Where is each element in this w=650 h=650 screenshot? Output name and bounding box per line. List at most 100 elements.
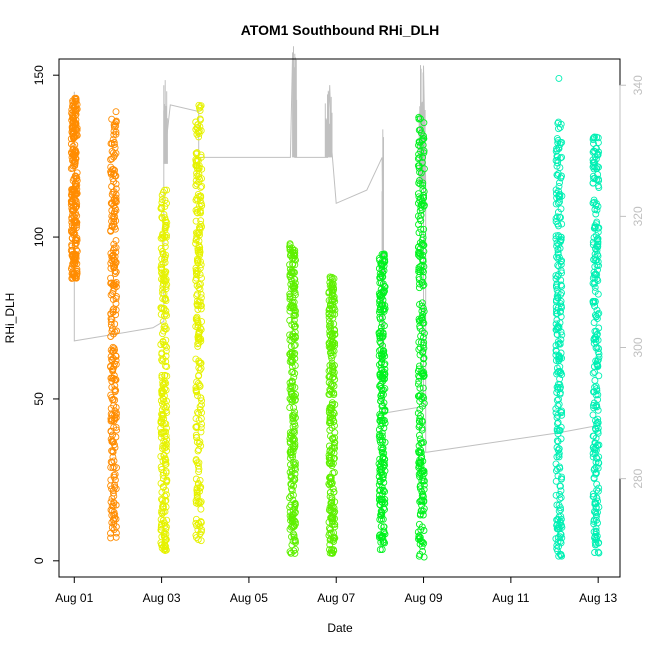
data-point — [593, 165, 601, 173]
data-point — [376, 334, 384, 342]
data-point — [592, 357, 600, 365]
data-point — [554, 419, 562, 426]
data-point — [328, 389, 336, 397]
data-point — [108, 348, 116, 356]
data-point — [196, 197, 204, 205]
plot-frame — [58, 58, 621, 578]
data-point — [193, 169, 201, 177]
data-point — [195, 127, 203, 135]
data-point — [594, 419, 602, 427]
data-point — [157, 452, 165, 460]
data-point — [557, 238, 564, 246]
data-point — [376, 462, 384, 470]
data-point — [557, 506, 565, 514]
data-point — [289, 302, 296, 309]
data-point — [73, 234, 81, 242]
data-point — [158, 305, 166, 313]
y-axis-label: RHi_DLH — [3, 293, 17, 344]
data-point — [107, 458, 115, 466]
data-point — [416, 540, 424, 548]
data-point — [419, 311, 427, 319]
data-point — [163, 363, 171, 371]
data-point — [552, 147, 560, 155]
data-point — [328, 381, 336, 388]
data-point — [72, 107, 80, 115]
data-point — [419, 334, 427, 341]
data-point — [197, 151, 205, 159]
data-point — [196, 530, 204, 538]
data-point — [558, 473, 566, 481]
data-point — [69, 195, 77, 203]
data-point — [414, 380, 422, 388]
data-point — [287, 492, 295, 500]
data-point — [381, 506, 388, 514]
data-point — [594, 235, 602, 243]
data-point — [415, 431, 423, 439]
data-point — [552, 303, 560, 311]
data-point — [291, 349, 299, 357]
data-point — [108, 459, 116, 466]
data-point — [590, 528, 598, 536]
data-point — [593, 218, 601, 226]
data-point — [286, 290, 294, 298]
data-point — [288, 465, 296, 473]
data-point — [557, 475, 565, 483]
data-point — [70, 207, 78, 215]
data-point — [420, 539, 428, 547]
data-point — [194, 335, 202, 343]
data-point — [112, 237, 120, 245]
data-point — [71, 186, 79, 194]
data-point — [193, 493, 201, 501]
data-point — [552, 186, 560, 194]
data-point — [112, 311, 120, 319]
data-point — [107, 264, 115, 272]
data-point — [329, 351, 337, 359]
data-point — [553, 437, 561, 445]
data-point — [159, 483, 167, 491]
data-point — [377, 261, 385, 269]
data-point — [72, 235, 80, 243]
data-point — [291, 369, 299, 377]
data-point — [109, 136, 117, 144]
data-point — [112, 128, 120, 136]
data-point — [593, 422, 601, 430]
data-point — [594, 418, 602, 426]
data-point — [554, 420, 561, 428]
data-point — [160, 452, 168, 459]
right-tick-label: 300 — [631, 337, 645, 357]
data-point — [194, 500, 202, 508]
data-point — [554, 338, 562, 346]
data-point — [420, 355, 427, 363]
data-point — [288, 268, 296, 276]
data-point — [554, 261, 562, 269]
data-point — [376, 455, 384, 463]
data-point — [552, 272, 560, 280]
data-point — [73, 169, 81, 177]
data-point — [159, 445, 166, 452]
data-point — [330, 369, 338, 376]
data-point — [556, 319, 564, 327]
data-point — [110, 196, 118, 204]
data-point — [112, 268, 120, 276]
data-point — [72, 182, 80, 190]
data-point — [70, 255, 77, 263]
data-point — [112, 356, 120, 364]
data-point — [420, 132, 427, 140]
data-point — [291, 323, 299, 331]
data-point — [196, 123, 204, 131]
data-point — [193, 149, 201, 157]
data-point — [157, 304, 165, 312]
data-point — [593, 403, 601, 411]
data-point — [196, 359, 204, 367]
x-axis-label: Date — [327, 621, 353, 635]
data-point — [287, 549, 295, 557]
data-point — [326, 305, 334, 313]
data-point — [162, 428, 170, 436]
data-point — [161, 371, 169, 379]
data-point — [292, 256, 299, 264]
data-point — [377, 438, 384, 446]
data-point — [592, 446, 600, 454]
data-point — [286, 404, 294, 412]
data-point — [192, 240, 200, 247]
series-column-0 — [67, 94, 81, 282]
